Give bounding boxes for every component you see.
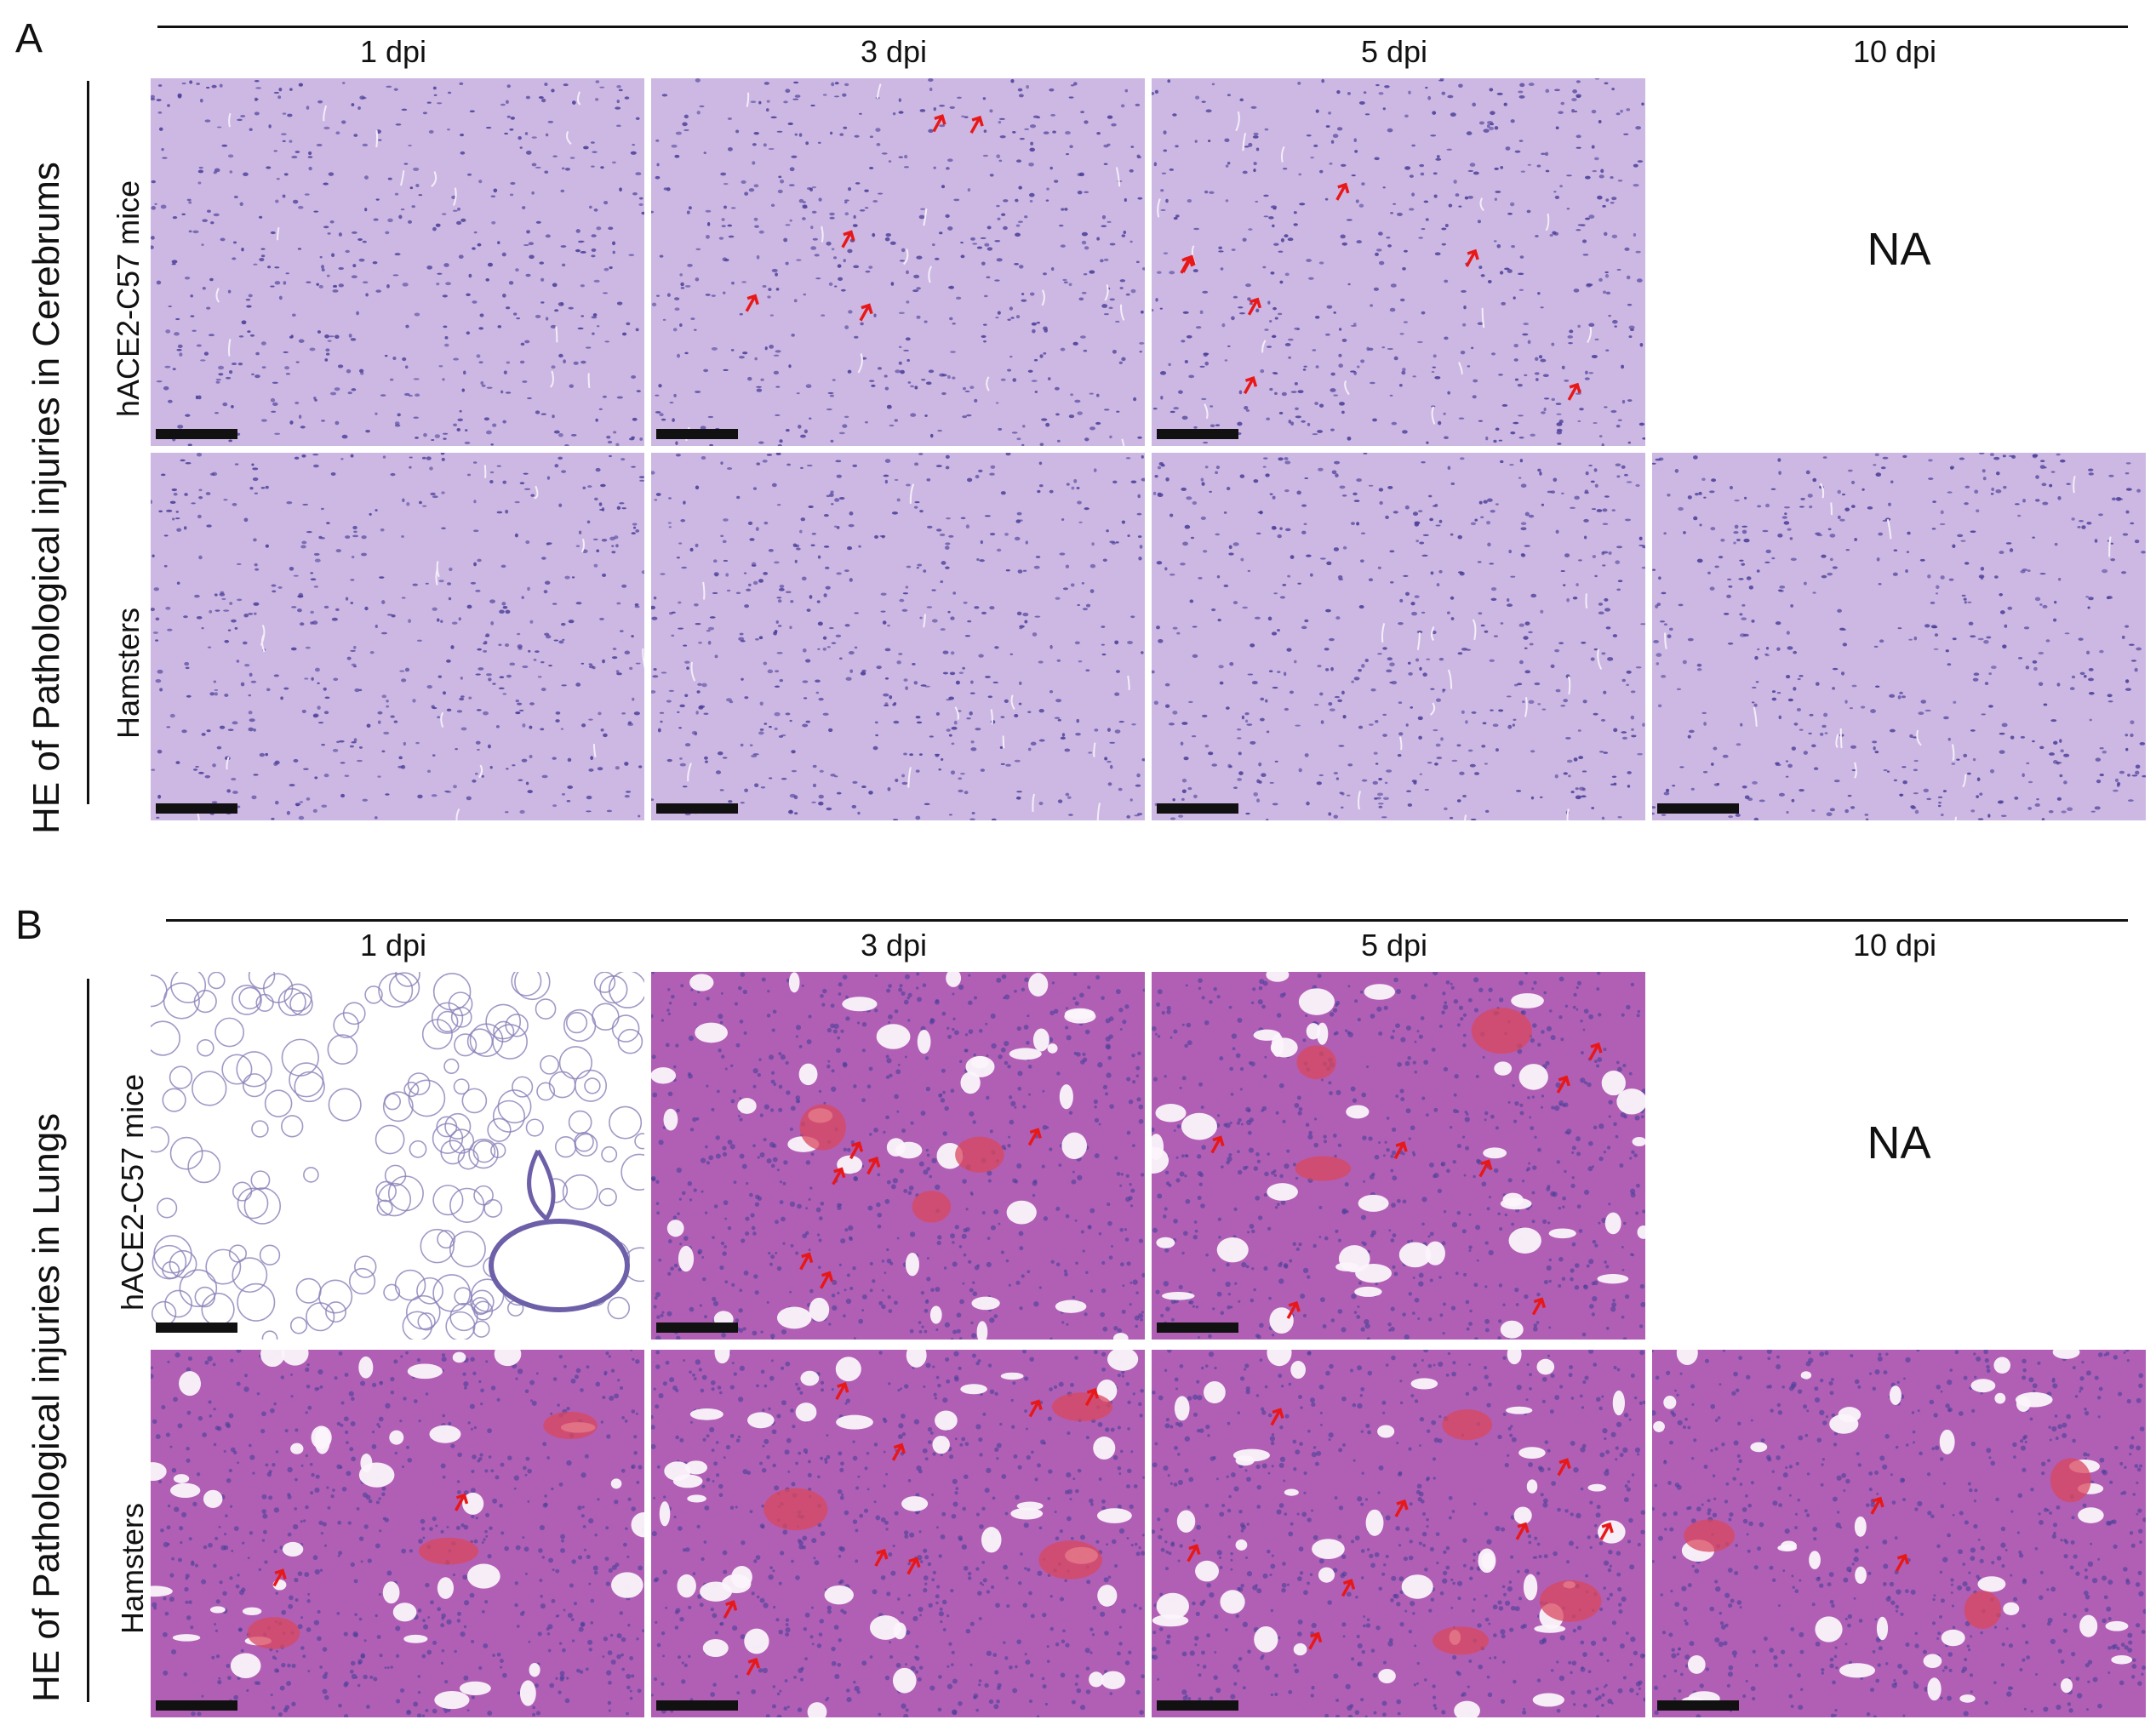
scale-bar bbox=[656, 1700, 738, 1711]
red-arrow-icon bbox=[1394, 1499, 1409, 1517]
panel-b-column-label: 3 dpi bbox=[860, 928, 928, 963]
red-arrow-icon bbox=[1478, 1159, 1493, 1178]
na-label: NA bbox=[1867, 1117, 1931, 1168]
panel-a-top-rule bbox=[157, 26, 2128, 28]
scale-bar bbox=[156, 429, 237, 439]
panel-b-side-rule bbox=[87, 979, 89, 1702]
panel-b-row-label: Hamsters bbox=[115, 1502, 150, 1634]
micrograph-image bbox=[151, 453, 644, 820]
micrograph-image bbox=[651, 78, 1145, 446]
scale-bar bbox=[1657, 1700, 1739, 1711]
red-arrow-icon bbox=[799, 1252, 814, 1271]
red-arrow-icon bbox=[1084, 1387, 1100, 1407]
panel-a-column-label: 5 dpi bbox=[1360, 34, 1428, 69]
red-arrow-icon bbox=[1210, 1135, 1225, 1154]
red-arrow-icon bbox=[891, 1442, 906, 1461]
red-arrow-icon bbox=[1027, 1128, 1042, 1146]
micrograph-image bbox=[651, 453, 1145, 820]
panel-b-letter: B bbox=[15, 903, 43, 948]
panel-b-side-title: HE of Pathological injuries in Lungs bbox=[26, 1112, 67, 1702]
panel-b-column-label: 1 dpi bbox=[359, 928, 427, 963]
red-arrow-icon bbox=[841, 230, 855, 249]
scale-bar bbox=[1657, 803, 1739, 814]
micrograph-image bbox=[1152, 1350, 1645, 1717]
micrograph-image bbox=[151, 78, 644, 446]
scale-bar bbox=[656, 1323, 738, 1333]
scale-bar bbox=[1157, 803, 1238, 814]
red-arrow-icon bbox=[1567, 382, 1581, 401]
micrograph-image bbox=[651, 1350, 1145, 1717]
micrograph-image bbox=[1152, 972, 1645, 1340]
red-arrow-icon bbox=[1515, 1522, 1530, 1540]
scale-bar bbox=[656, 803, 738, 814]
micrograph-image bbox=[1152, 78, 1645, 446]
red-arrow-icon bbox=[906, 1557, 921, 1575]
micrograph-image bbox=[651, 972, 1145, 1340]
scale-bar bbox=[1157, 429, 1238, 439]
red-arrow-icon bbox=[1465, 249, 1479, 267]
red-arrow-icon bbox=[745, 294, 759, 312]
scale-bar bbox=[156, 1323, 237, 1333]
red-arrow-icon bbox=[849, 1141, 864, 1160]
red-arrow-icon bbox=[1187, 1544, 1201, 1562]
panel-b-column-label: 5 dpi bbox=[1360, 928, 1428, 963]
red-arrow-icon bbox=[454, 1493, 469, 1511]
scale-bar bbox=[1157, 1323, 1238, 1333]
red-arrow-icon bbox=[859, 303, 873, 322]
red-arrow-icon bbox=[835, 1381, 849, 1401]
panel-a-column-label: 10 dpi bbox=[1852, 34, 1937, 69]
panel-a-row-label: hACE2-C57 mice bbox=[111, 180, 146, 417]
red-arrow-icon bbox=[1556, 1075, 1570, 1094]
scale-bar bbox=[656, 429, 738, 439]
red-arrow-icon bbox=[1870, 1496, 1884, 1515]
red-arrow-icon bbox=[1335, 182, 1350, 201]
micrograph-image bbox=[1652, 1350, 2146, 1717]
panel-b-row-label: hACE2-C57 mice bbox=[115, 1073, 150, 1311]
panel-a-side-title: HE of Pathological injuries in Cerebrums bbox=[26, 162, 67, 834]
red-arrow-icon bbox=[1557, 1458, 1571, 1477]
red-arrow-icon bbox=[1588, 1042, 1603, 1060]
red-arrow-icon bbox=[1270, 1408, 1284, 1426]
red-arrow-icon bbox=[1393, 1141, 1408, 1160]
panel-a-column-label: 1 dpi bbox=[359, 34, 427, 69]
red-arrow-icon bbox=[1308, 1631, 1323, 1650]
red-arrow-icon bbox=[832, 1167, 846, 1185]
red-arrow-icon bbox=[932, 114, 946, 133]
red-arrow-icon bbox=[1599, 1522, 1614, 1540]
micrograph-image bbox=[151, 972, 644, 1340]
red-arrow-icon bbox=[1286, 1300, 1301, 1319]
red-arrow-icon bbox=[874, 1548, 889, 1567]
red-arrow-icon bbox=[1895, 1553, 1910, 1572]
panel-a-letter: A bbox=[15, 16, 43, 61]
micrograph-image bbox=[1152, 453, 1645, 820]
red-arrow-icon bbox=[1181, 254, 1196, 273]
panel-a-side-rule bbox=[87, 81, 89, 804]
red-arrow-icon bbox=[1247, 297, 1262, 316]
na-label: NA bbox=[1867, 224, 1931, 275]
red-arrow-icon bbox=[272, 1568, 287, 1587]
scale-bar bbox=[1157, 1700, 1238, 1711]
scale-bar bbox=[156, 1700, 237, 1711]
red-arrow-icon bbox=[1243, 376, 1258, 395]
panel-a-column-label: 3 dpi bbox=[860, 34, 928, 69]
panel-b-column-label: 10 dpi bbox=[1852, 928, 1937, 963]
micrograph-image bbox=[1652, 453, 2146, 820]
red-arrow-icon bbox=[1028, 1399, 1043, 1418]
red-arrow-icon bbox=[819, 1271, 834, 1289]
panel-a-row-label: Hamsters bbox=[111, 607, 146, 739]
micrograph-image bbox=[151, 1350, 644, 1717]
red-arrow-icon bbox=[1341, 1579, 1356, 1597]
red-arrow-icon bbox=[866, 1157, 881, 1175]
scale-bar bbox=[156, 803, 237, 814]
red-arrow-icon bbox=[969, 115, 984, 134]
red-arrow-icon bbox=[746, 1657, 760, 1676]
red-arrow-icon bbox=[723, 1600, 738, 1619]
panel-b-top-rule bbox=[166, 919, 2128, 922]
red-arrow-icon bbox=[1531, 1297, 1547, 1316]
